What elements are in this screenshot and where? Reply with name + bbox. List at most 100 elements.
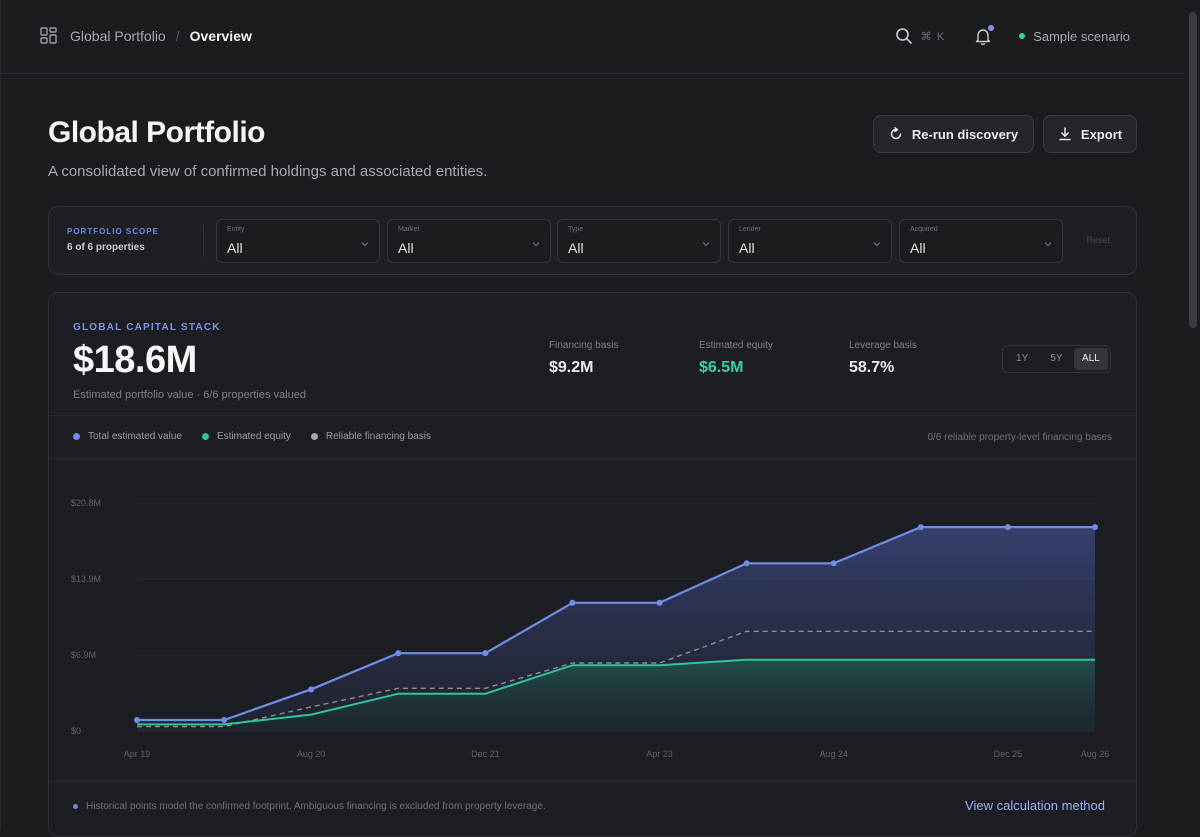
total-value-point [134, 717, 140, 724]
total-value-point [743, 560, 750, 567]
window-edge [0, 0, 1, 830]
market-filter-label: Market [398, 226, 420, 233]
bell-icon [975, 29, 991, 46]
y-tick-label: $13.9M [71, 574, 101, 584]
chevron-down-icon [1044, 242, 1052, 247]
portfolio-scope-label: PORTFOLIO SCOPE [67, 227, 159, 236]
x-tick-label: Aug 26 [1081, 749, 1110, 759]
legend-swatch [201, 433, 209, 440]
total-value-point [1004, 524, 1011, 531]
capital-stack-chart[interactable]: $0 $6.9M $13.9M $20.8M Apr 19 Aug 20 Dec 21 Apr… [49, 459, 1136, 775]
footnote-bullet [73, 804, 78, 809]
metric-label: Estimated equity [699, 340, 773, 351]
search-icon[interactable] [895, 27, 913, 45]
legend-label: Estimated equity [216, 431, 291, 442]
range-5y-button[interactable]: 5Y [1050, 353, 1063, 364]
breadcrumb-root[interactable]: Global Portfolio [70, 28, 166, 44]
export-label: Export [1080, 126, 1123, 142]
export-button[interactable]: Export [1043, 115, 1137, 153]
lender-filter[interactable]: Lender All [728, 219, 892, 263]
filter-bar: PORTFOLIO SCOPE 6 of 6 properties Entity… [48, 206, 1137, 275]
entity-filter-value: All [227, 240, 243, 256]
y-tick-label: $0 [71, 726, 81, 736]
type-filter[interactable]: Type All [557, 219, 721, 263]
total-value-point [1092, 524, 1098, 531]
acquired-filter-label: Acquired [910, 226, 938, 233]
reset-filters-button[interactable]: Reset [1086, 235, 1110, 245]
acquired-filter[interactable]: Acquired All [899, 219, 1063, 263]
metric-label: Leverage basis [849, 340, 917, 351]
y-tick-label: $20.8M [71, 498, 101, 508]
market-filter-value: All [398, 240, 414, 256]
page-scrollbar[interactable] [1189, 12, 1197, 328]
portfolio-value-caption: Estimated portfolio value · 6/6 properti… [73, 389, 306, 401]
chart-legend: Total estimated value Estimated equity R… [73, 431, 451, 442]
x-tick-label: Dec 25 [994, 749, 1023, 759]
total-value-point [221, 717, 228, 724]
entity-filter[interactable]: Entity All [216, 219, 380, 263]
search-shortcut: ⌘ K [920, 30, 946, 43]
x-tick-label: Apr 23 [646, 749, 673, 759]
acquired-filter-value: All [910, 240, 926, 256]
download-icon [1059, 127, 1071, 141]
legend-label: Reliable financing basis [325, 431, 431, 442]
scenario-status-dot [1019, 33, 1026, 39]
total-value-point [308, 686, 315, 693]
leverage-basis-metric: Leverage basis 58.7% [849, 340, 917, 377]
range-all-button[interactable]: ALL [1073, 348, 1108, 370]
divider [49, 781, 1136, 782]
metric-value: $6.5M [699, 359, 744, 376]
type-filter-value: All [568, 240, 584, 256]
divider [49, 415, 1136, 416]
metric-value: $9.2M [549, 359, 594, 376]
total-value-line [137, 526, 1095, 722]
financing-basis-metric: Financing basis $9.2M [549, 340, 618, 377]
legend-item-equity[interactable]: Estimated equity [201, 431, 291, 442]
x-tick-label: Dec 21 [471, 749, 500, 759]
breadcrumb-current: Overview [189, 28, 252, 44]
rerun-discovery-button[interactable]: Re-run discovery [873, 115, 1034, 153]
page-title: Global Portfolio [48, 116, 266, 149]
market-filter[interactable]: Market All [387, 219, 551, 263]
legend-swatch [310, 433, 318, 440]
divider [203, 225, 204, 257]
chart-footnote: Historical points model the confirmed fo… [73, 801, 546, 812]
metric-label: Financing basis [549, 340, 619, 351]
lender-filter-label: Lender [739, 226, 761, 233]
page-subtitle: A consolidated view of confirmed holding… [48, 163, 488, 180]
portfolio-scope: PORTFOLIO SCOPE 6 of 6 properties [67, 227, 159, 253]
rerun-discovery-label: Re-run discovery [911, 126, 1019, 142]
total-value-point [482, 650, 489, 657]
chevron-down-icon [702, 242, 710, 247]
legend-item-total-value[interactable]: Total estimated value [73, 431, 182, 442]
equity-line [137, 658, 1095, 726]
legend-label: Total estimated value [88, 431, 182, 442]
total-value-point [569, 599, 576, 606]
scenario-selector[interactable]: Sample scenario [1033, 28, 1130, 44]
breadcrumb: Global Portfolio / Overview [40, 27, 252, 45]
financing-coverage-note: 0/6 reliable property-level financing ba… [927, 432, 1112, 443]
refresh-icon [890, 127, 902, 140]
y-tick-label: $6.9M [71, 650, 96, 660]
type-filter-label: Type [568, 226, 584, 233]
estimated-equity-metric: Estimated equity $6.5M [699, 340, 773, 377]
x-tick-label: Apr 19 [124, 749, 151, 759]
metric-value: 58.7% [849, 359, 895, 376]
x-tick-label: Aug 20 [297, 749, 326, 759]
lender-filter-value: All [739, 240, 755, 256]
capital-stack-label: GLOBAL CAPITAL STACK [73, 322, 221, 333]
notifications-button[interactable] [973, 25, 995, 46]
legend-swatch [73, 433, 80, 440]
chevron-down-icon [361, 242, 369, 247]
breadcrumb-separator: / [175, 28, 180, 44]
chevron-down-icon [532, 242, 540, 247]
total-value-point [656, 599, 663, 606]
footnote-text: Historical points model the confirmed fo… [86, 801, 546, 812]
portfolio-value: $18.6M [73, 339, 197, 381]
time-range-toggle: 1Y 5Y ALL [1002, 345, 1111, 373]
range-1y-button[interactable]: 1Y [1016, 353, 1029, 364]
dashboard-grid-icon[interactable] [40, 27, 58, 45]
legend-item-financing[interactable]: Reliable financing basis [310, 431, 431, 442]
view-calculation-link[interactable]: View calculation method [965, 798, 1105, 813]
total-value-point [830, 560, 837, 567]
